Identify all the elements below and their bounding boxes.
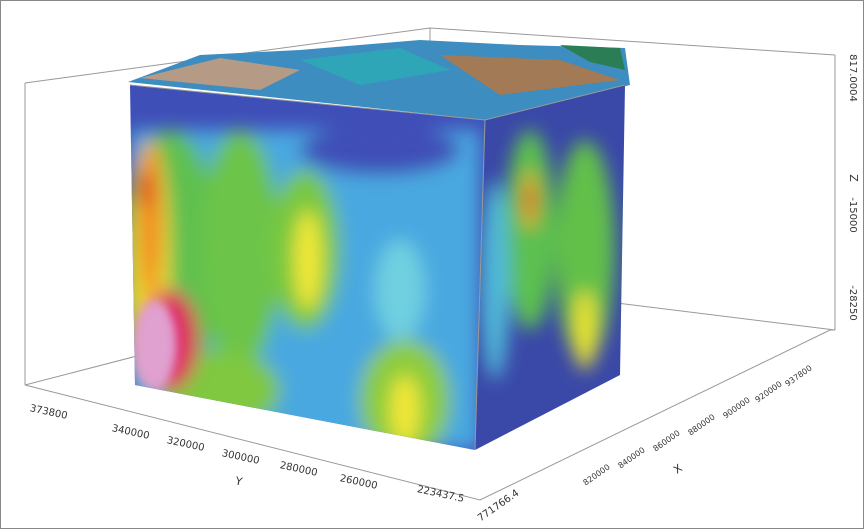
z-tick-label: -15000 — [847, 197, 858, 232]
side-face — [475, 85, 625, 450]
y-tick-label: 260000 — [339, 473, 379, 492]
front-face — [130, 85, 485, 450]
z-axis-label: Z — [847, 174, 860, 182]
y-tick-label: 373800 — [29, 403, 69, 422]
y-tick-label: 223437.5 — [416, 484, 465, 505]
x-tick-label: 937800 — [783, 364, 813, 389]
x-tick-label: 880000 — [686, 413, 716, 438]
x-tick-label: 860000 — [651, 429, 681, 454]
x-tick-label: 771766.4 — [476, 488, 521, 524]
box-front-edges — [129, 84, 626, 451]
y-tick-label: 340000 — [111, 423, 151, 442]
y-axis-label: Y — [233, 474, 244, 488]
x-tick-label: 820000 — [581, 463, 611, 488]
x-tick-label: 900000 — [721, 396, 751, 421]
y-tick-label: 320000 — [166, 435, 206, 454]
terrain-top — [128, 40, 630, 120]
z-tick-label: -28250 — [847, 285, 858, 320]
z-tick-label: 817.0004 — [847, 54, 858, 102]
y-tick-label: 300000 — [221, 448, 261, 467]
x-tick-label: 840000 — [616, 446, 646, 471]
y-tick-label: 280000 — [279, 460, 319, 479]
x-tick-label: 920000 — [753, 380, 783, 405]
x-axis-label: X — [671, 461, 685, 476]
